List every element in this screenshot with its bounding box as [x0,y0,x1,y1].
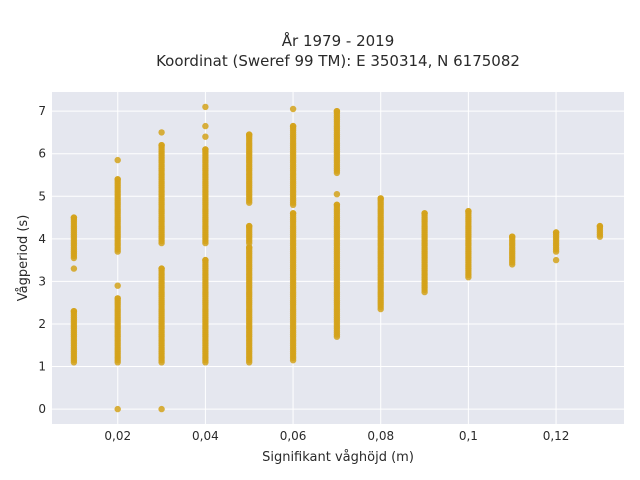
data-point [114,282,121,289]
y-tick-label: 1 [38,360,46,374]
data-point [158,129,165,136]
x-tick-label: 0,08 [367,429,394,443]
data-point [202,122,209,130]
data-point [202,146,209,153]
x-tick-label: 0,12 [543,429,570,443]
data-point [114,176,121,183]
y-axis-ticks: 0 1 2 3 4 5 6 7 [38,104,46,416]
y-tick-label: 0 [38,402,46,416]
data-point [596,222,604,230]
data-point [158,142,165,149]
data-point [158,405,165,413]
y-axis-title: Vågperiod (s) [16,215,31,302]
data-point [552,256,560,264]
x-tick-label: 0,06 [280,429,307,443]
data-point [202,133,209,140]
data-point [70,265,78,272]
data-point [333,191,341,198]
data-point [333,108,341,115]
data-point [289,122,297,130]
data-point [246,222,253,230]
data-point [289,105,297,113]
y-tick-label: 7 [38,104,46,118]
x-axis-ticks: 0,02 0,04 0,06 0,08 0,1 0,12 [104,429,569,443]
data-point [70,214,78,221]
y-tick-label: 5 [38,189,46,203]
chart-title-line1: År 1979 - 2019 [282,31,395,50]
data-point [202,256,209,264]
data-point [202,103,209,111]
y-tick-label: 6 [38,147,46,161]
data-point [421,210,428,217]
x-tick-label: 0,1 [459,429,478,443]
data-point [289,210,297,217]
data-point [114,405,121,413]
data-point [246,131,253,138]
x-tick-label: 0,04 [192,429,219,443]
y-tick-label: 4 [38,232,46,246]
data-point [509,233,516,240]
chart-title-line2: Koordinat (Sweref 99 TM): E 350314, N 61… [156,52,520,70]
data-point [289,357,297,364]
data-points [70,103,604,413]
data-point [552,229,560,236]
data-point [333,201,341,208]
y-tick-label: 3 [38,274,46,288]
x-tick-label: 0,02 [104,429,131,443]
data-point [114,156,121,164]
data-point [465,208,472,215]
data-point [70,308,78,315]
data-point [377,195,384,202]
data-point [114,295,121,302]
data-point [158,265,165,272]
y-tick-label: 2 [38,317,46,331]
x-axis-title: Signifikant våghöjd (m) [262,450,414,465]
